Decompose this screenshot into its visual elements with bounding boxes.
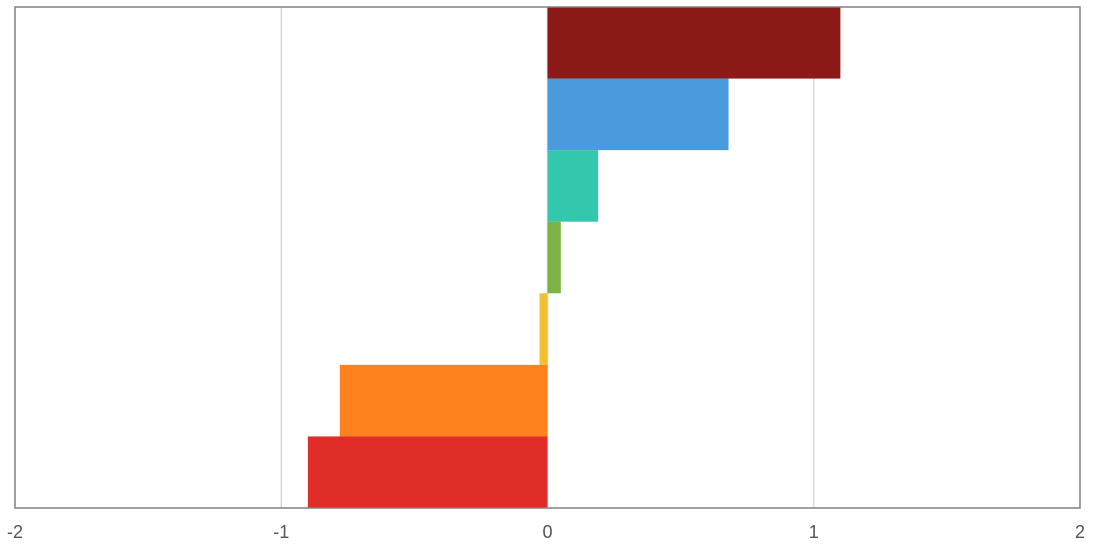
x-axis-tick-labels: -2 -1 0 1 2 <box>7 522 1085 542</box>
bar-6 <box>307 436 548 508</box>
bar-0 <box>547 7 841 79</box>
x-tick-label-1: -1 <box>273 522 289 542</box>
plot-frame <box>14 6 1081 509</box>
bar-1 <box>547 78 729 151</box>
bar-3 <box>547 221 561 294</box>
x-tick-label-2: 0 <box>542 522 552 542</box>
bar-2 <box>547 150 599 222</box>
bar-4 <box>539 293 548 365</box>
bars <box>307 7 841 508</box>
x-tick-label-0: -2 <box>7 522 23 542</box>
x-tick-label-3: 1 <box>809 522 819 542</box>
x-tick-label-4: 2 <box>1075 522 1085 542</box>
bar-5 <box>339 364 548 437</box>
